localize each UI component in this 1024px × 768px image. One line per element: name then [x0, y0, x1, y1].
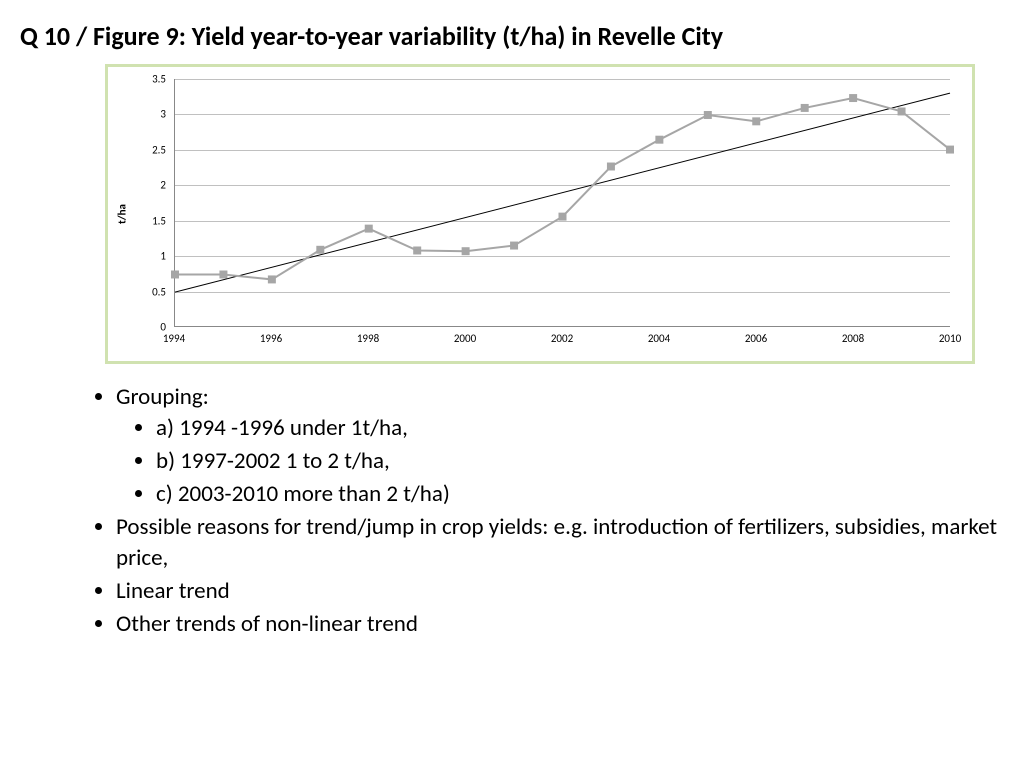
xtick-label: 2000: [445, 332, 485, 345]
xtick-label: 2006: [736, 332, 776, 345]
sub-bullet-item: b) 1997-2002 1 to 2 t/ha,: [156, 446, 1004, 477]
data-marker: [511, 242, 518, 249]
bullet-item: Linear trend: [116, 576, 1004, 607]
sub-bullet-item: a) 1994 -1996 under 1t/ha,: [156, 413, 1004, 444]
data-marker: [268, 276, 275, 283]
data-marker: [607, 163, 614, 170]
bullet-list: Grouping:a) 1994 -1996 under 1t/ha,b) 19…: [80, 382, 1004, 640]
data-marker: [414, 247, 421, 254]
bullet-item: Grouping:a) 1994 -1996 under 1t/ha,b) 19…: [116, 382, 1004, 510]
bullet-region: Grouping:a) 1994 -1996 under 1t/ha,b) 19…: [20, 382, 1004, 640]
data-marker: [365, 225, 372, 232]
trend-line: [175, 93, 950, 292]
xtick-label: 1998: [348, 332, 388, 345]
ytick-label: 3.5: [116, 73, 170, 86]
xtick-label: 2008: [833, 332, 873, 345]
ytick-label: 1.5: [116, 214, 170, 227]
data-marker: [850, 95, 857, 102]
chart-frame: t/ha 00.511.522.533.5 199419961998200020…: [105, 64, 975, 364]
xtick-label: 2010: [930, 332, 970, 345]
data-marker: [753, 118, 760, 125]
page-title: Q 10 / Figure 9: Yield year-to-year vari…: [20, 20, 1004, 52]
chart-inner: t/ha 00.511.522.533.5 199419961998200020…: [116, 75, 954, 353]
ytick-label: 0.5: [116, 285, 170, 298]
bullet-item: Possible reasons for trend/jump in crop …: [116, 512, 1004, 574]
ytick-label: 1: [116, 250, 170, 263]
data-marker: [220, 271, 227, 278]
data-marker: [898, 108, 905, 115]
data-marker: [317, 246, 324, 253]
data-marker: [947, 146, 954, 153]
data-marker: [704, 112, 711, 119]
xtick-label: 1996: [251, 332, 291, 345]
data-marker: [559, 213, 566, 220]
plot-svg: [175, 79, 950, 326]
xtick-label: 2004: [639, 332, 679, 345]
data-line: [175, 98, 950, 279]
xtick-label: 2002: [542, 332, 582, 345]
xtick-label: 1994: [154, 332, 194, 345]
ytick-label: 2.5: [116, 143, 170, 156]
sub-bullet-list: a) 1994 -1996 under 1t/ha,b) 1997-2002 1…: [116, 413, 1004, 510]
ytick-label: 2: [116, 179, 170, 192]
data-marker: [172, 271, 179, 278]
bullet-item: Other trends of non-linear trend: [116, 609, 1004, 640]
data-marker: [462, 248, 469, 255]
sub-bullet-item: c) 2003-2010 more than 2 t/ha): [156, 479, 1004, 510]
data-marker: [656, 136, 663, 143]
data-marker: [801, 104, 808, 111]
plot-area: [174, 79, 950, 327]
ytick-label: 3: [116, 108, 170, 121]
